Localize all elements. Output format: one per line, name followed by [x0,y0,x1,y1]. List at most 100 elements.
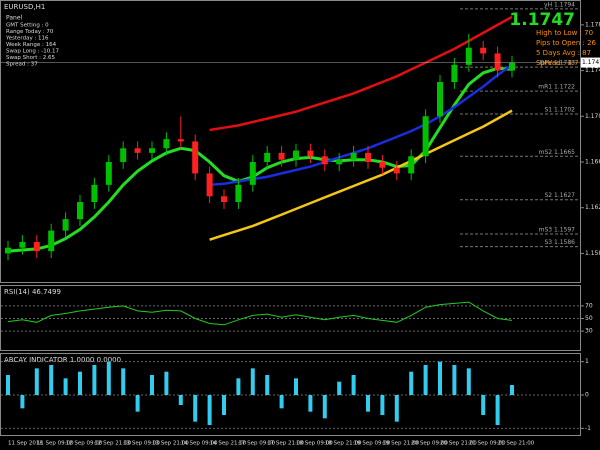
panel-title: EURUSD,H1 [4,3,45,11]
x-tick-label: 14 Sep 09:00 [181,441,218,447]
pivot-label: S3 1.1586 [544,239,575,246]
bar [63,378,68,395]
candle-body [249,162,256,185]
x-tick-label: 17 Sep 21:00 [267,441,304,447]
info-title: Panel [6,15,23,22]
candle-body [149,148,155,153]
x-tick-label: 13 Sep 09:00 [123,441,160,447]
candle-body [235,184,242,202]
candle-body [465,47,472,65]
x-tick-label: 18 Sep 21:00 [325,441,362,447]
pivot-label: mS3 1.1597 [539,227,576,234]
price-box-label: 1.1747 [582,59,600,66]
bar [423,365,428,395]
candle-body [177,139,184,142]
y-tick-label: 1.1740 [585,67,600,74]
candle-body [48,230,55,252]
bar [78,371,82,395]
bar [6,375,10,395]
bar [49,365,54,395]
candle-body [278,152,285,160]
indicator-line [209,109,513,241]
y-tick-label: 1.1580 [585,250,600,257]
candle-body [120,148,127,162]
info-row: Yesterday : 116 [5,36,49,42]
x-tick-label: 18 Sep 09:00 [296,441,333,447]
y-tick-label: 1.1660 [585,159,600,166]
bar [366,395,370,412]
info-row: GMT Setting : 0 [6,23,49,29]
info-row: Spread : 37 [6,62,38,68]
candle-body [62,219,69,231]
candle-body [451,64,458,82]
main-frame [0,0,581,283]
x-tick-label: 17 Sep 09:00 [238,441,275,447]
x-tick-label: 20 Sep 21:00 [440,441,477,447]
info-row: Swap Short : 2.65 [6,55,55,61]
bar [121,368,126,395]
x-tick-label: 12 Sep 21:00 [94,441,131,447]
y-tick-label: 70 [585,302,593,309]
stat: Spread : 3.7 [536,59,579,67]
indicator-frame [0,353,581,436]
bar [265,375,270,395]
candle-body [509,62,515,71]
candle-body [365,152,371,162]
panel-title: RSI(14) 46.7499 [4,288,61,296]
y-tick-label: 0 [585,392,589,399]
bar [20,395,25,409]
bar [106,361,111,395]
candle-body [33,242,40,252]
price-box [581,57,600,68]
bar [34,368,39,395]
stat: High to Low : 70 [536,29,593,37]
indicator-line [209,15,513,132]
last-price: 1.1747 [509,10,575,30]
x-tick-label: 11 Sep 2018 [8,441,43,447]
candle-body [134,148,141,153]
candle-body [321,156,328,165]
panel-title: ABCAY INDICATOR 1.0000 0.0000 [4,356,121,364]
candle-body [105,162,112,185]
candle-body [77,202,83,220]
bar [337,381,342,395]
bar [510,385,514,395]
bar [452,365,457,395]
candle-body [192,141,199,174]
y-tick-label: -1 [585,425,591,432]
info-row: Week Range : 164 [6,42,57,48]
candle-body [350,152,357,160]
bar [380,395,385,415]
candle-body [494,53,501,71]
candle-body [5,247,11,254]
pivot-label: mR1 1.1722 [538,84,575,91]
rsi-line [7,301,513,326]
candle-body [307,150,314,157]
pivot-label: yH 1.1794 [544,1,575,8]
candle-body [379,162,386,168]
pivot-label: S2 1.1627 [544,192,575,199]
x-tick-label: 13 Sep 21:00 [152,441,189,447]
bar [178,395,183,405]
x-tick-label: 19 Sep 21:00 [382,441,419,447]
x-tick-label: 19 Sep 09:00 [354,441,391,447]
rsi-frame [0,285,581,351]
info-row: Swap Long : -10.17 [6,49,59,55]
pivot-label: DPV 1.1743 [540,60,575,67]
bar [92,365,97,395]
candle-body [437,82,443,117]
candle-body [408,156,415,174]
x-tick-label: 20 Sep 09:00 [411,441,448,447]
bar [294,378,298,395]
bar [222,395,226,415]
stat: Pips to Open : 26 [536,39,597,47]
candle-body [91,184,98,202]
bar [351,375,356,395]
candle-body [393,167,400,174]
bar [438,361,442,395]
pivot-label: mS2 1.1665 [539,149,576,156]
x-tick-label: 14 Sep 21:00 [210,441,247,447]
bar [150,375,154,395]
y-tick-label: 1.1620 [585,204,600,211]
